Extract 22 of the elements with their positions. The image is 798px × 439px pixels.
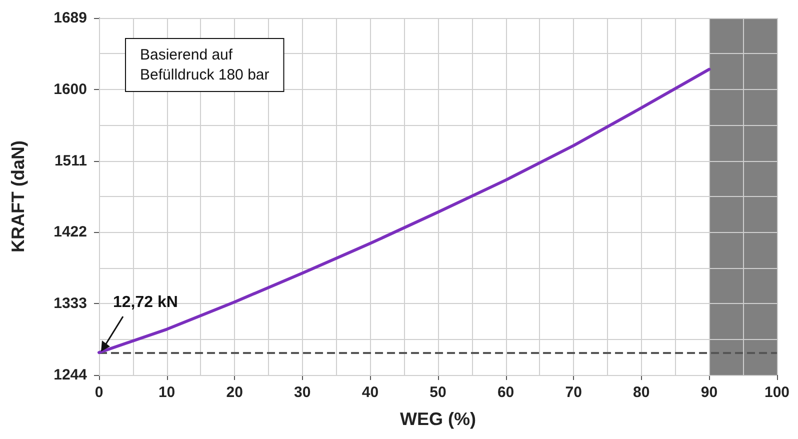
x-tick-label: 90 [700, 384, 718, 401]
x-tick-label: 50 [430, 384, 446, 401]
x-tick-label: 80 [633, 384, 650, 401]
line-series [98, 68, 711, 354]
y-tick-label: 1333 [54, 295, 87, 312]
y-axis-title: KRAFT (daN) [8, 140, 28, 252]
y-tick-label: 1511 [54, 152, 87, 170]
x-tick-label: 40 [362, 384, 379, 401]
x-tick-label: 30 [294, 384, 311, 401]
y-tick-label: 1689 [54, 10, 87, 26]
x-axis-title: WEG (%) [400, 409, 476, 429]
x-tick-label: 10 [158, 384, 176, 401]
y-tick-label: 1422 [54, 224, 87, 241]
y-tick-label: 1244 [54, 366, 88, 384]
x-tick-label: 0 [94, 384, 104, 401]
y-tick-label: 1600 [54, 80, 87, 98]
x-tick-label: 60 [497, 384, 514, 401]
annotation: 12,72 kN [113, 294, 178, 312]
x-tick-label: 70 [565, 384, 582, 401]
annotation: Basierend auf Befülldruck 180 bar [140, 46, 270, 84]
x-tick-label: 20 [226, 384, 243, 401]
x-tick-label: 100 [764, 384, 790, 401]
